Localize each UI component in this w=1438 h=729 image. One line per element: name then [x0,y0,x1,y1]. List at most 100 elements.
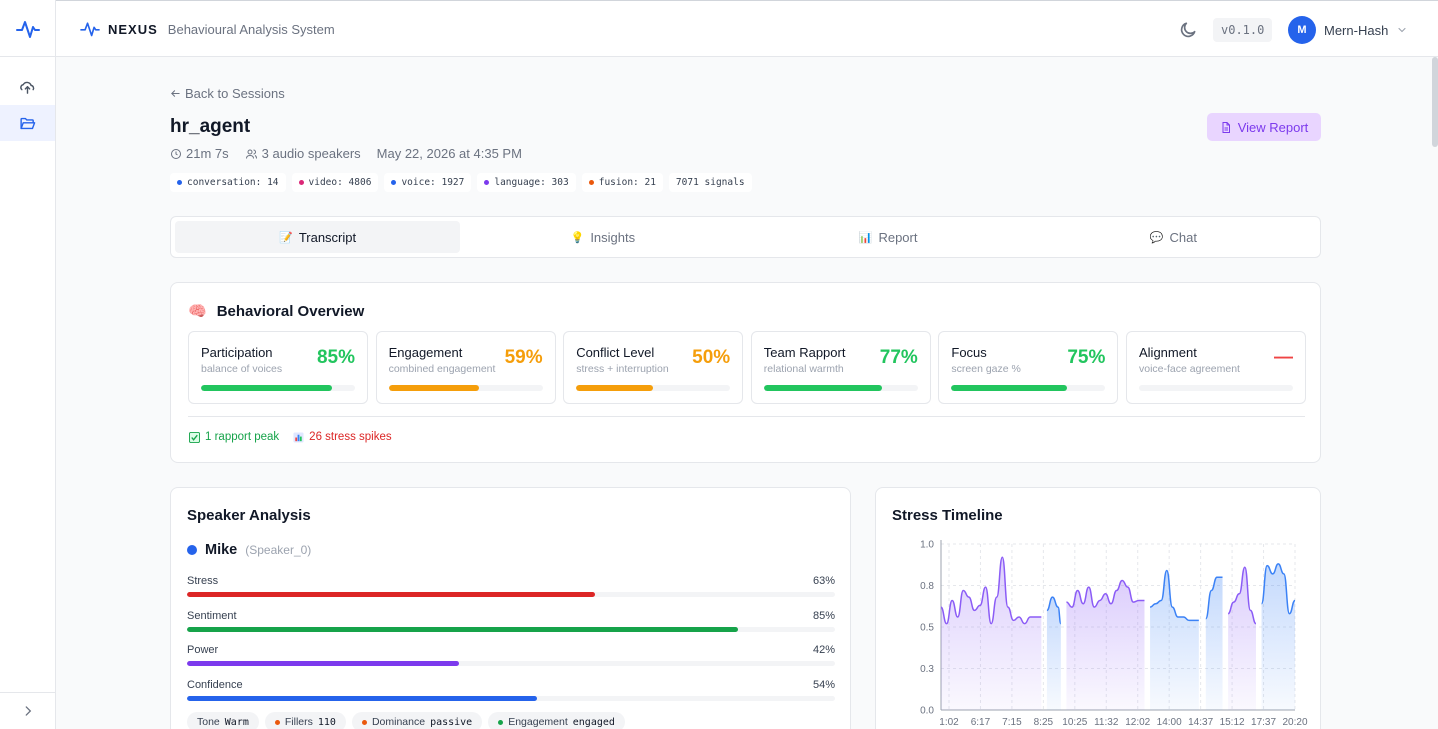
metric-value: — [1274,347,1293,368]
signal-chip: fusion: 21 [581,173,663,192]
speaker-analysis-title: Speaker Analysis [187,507,311,524]
activity-logo-icon[interactable] [16,18,40,40]
speech-bubble-icon: 💬 [1149,231,1164,244]
x-tick-label: 11:32 [1094,717,1119,728]
tag-value: passive [430,716,473,728]
chevron-right-icon [25,706,32,716]
tag-key: Engagement [508,716,568,728]
tag-key: Tone [197,716,220,728]
tag-value: Warm [224,716,249,728]
stress-area [1046,597,1061,710]
signal-chip: video: 4806 [291,173,379,192]
metric-focus: Focus screen gaze % 75% [938,331,1119,404]
bar-fill [187,661,460,666]
signal-dot [391,180,397,185]
metric-value: 85% [316,347,355,368]
signal-chip-label: fusion: 21 [598,177,656,188]
duration-text: 21m 7s [186,146,229,161]
rapport-peak-text: 1 rapport peak [205,431,280,443]
brand[interactable]: NEXUS Behavioural Analysis System [80,20,335,38]
tag-dot [274,719,280,725]
tag-tone: Tone Warm [187,712,259,729]
signal-dot [177,180,182,185]
moon-icon[interactable] [1178,20,1198,40]
overview-footer: 1 rapport peak 26 stress spikes [189,431,392,443]
stress-area [1205,577,1223,710]
bar-value: 63% [812,575,835,587]
signal-chips: conversation: 14 video: 4806 voice: 1927 la… [170,173,752,192]
signal-chip: language: 303 [477,173,576,192]
y-tick-label: 0.3 [920,664,934,675]
tab-insights[interactable]: 💡 Insights [460,221,745,253]
page-title: hr_agent [170,116,251,137]
metric-name: Participation [201,345,273,360]
top-header: NEXUS Behavioural Analysis System v0.1.0… [56,0,1438,57]
bar-value: 85% [812,609,835,622]
avatar: M [1288,16,1316,44]
metric-fill [388,385,480,391]
arrow-left-icon [171,90,180,97]
speaker-count: 3 audio speakers [245,146,361,161]
tab-label: Insights [590,229,636,245]
metric-track [576,385,731,391]
version-badge: v0.1.0 [1213,18,1273,42]
rail-divider [0,56,56,57]
back-label: Back to Sessions [185,86,285,101]
metric-team-rapport: Team Rapport relational warmth 77% [750,331,931,404]
user-name: Mern-Hash [1324,22,1389,38]
metric-fill [201,385,332,391]
upload-nav-button[interactable] [0,69,55,105]
check-box-icon [189,431,200,443]
stress-timeline-title: Stress Timeline [892,507,1003,524]
tab-report[interactable]: 📊 Report [746,221,1031,253]
tab-label: Report [878,229,918,245]
metric-value: 77% [879,347,918,368]
speaker-name: Mike [205,542,238,558]
metric-sub: screen gaze % [951,363,1021,375]
speaker-analysis-card: Speaker Analysis Mike (Speaker_0) Stress… [170,487,851,729]
x-tick-label: 12:02 [1125,717,1150,728]
tab-chat[interactable]: 💬 Chat [1031,221,1316,253]
bar-chart-icon: 📊 [858,231,873,244]
signal-chip-label: language: 303 [494,177,569,188]
tag-engagement: Engagement engaged [488,712,625,729]
back-to-sessions-link[interactable]: Back to Sessions [170,86,285,101]
sessions-nav-button[interactable] [0,105,55,141]
metric-conflict-level: Conflict Level stress + interruption 50% [563,331,744,404]
stress-line [940,556,1042,625]
metric-track [951,385,1106,391]
tag-fillers: Fillers 110 [264,712,346,729]
metric-value: 50% [692,347,731,368]
signal-chip-label: 7071 signals [675,177,745,188]
document-icon [1222,121,1230,133]
tab-label: Chat [1169,229,1197,245]
x-tick-label: 7:15 [1002,717,1022,728]
lightbulb-icon: 💡 [570,231,585,244]
speaker-id: (Speaker_0) [245,543,312,557]
memo-icon: 📝 [279,231,293,244]
bar-fill [187,592,596,597]
metric-sub: relational warmth [763,363,844,375]
user-menu[interactable]: M Mern-Hash [1288,16,1408,44]
signal-chip: 7071 signals [668,173,752,192]
rapport-peak: 1 rapport peak [189,431,279,443]
stress-timeline-card: Stress Timeline 0.0 0.3 0.5 0.8 1.0 1:02 6:17 7… [875,487,1321,729]
bar-track [187,626,835,632]
metric-name: Alignment [1139,345,1197,360]
stress-area [1066,580,1145,710]
x-tick-label: 14:00 [1157,717,1182,728]
stress-area [941,557,1042,710]
metric-track [201,385,355,391]
speaker-count-text: 3 audio speakers [261,146,361,161]
stress-line [1066,579,1145,608]
bar-label: Sentiment [187,609,237,622]
scrollbar-thumb[interactable] [1432,57,1438,147]
x-tick-label: 8:25 [1034,717,1054,728]
metric-engagement: Engagement combined engagement 59% [375,331,556,404]
view-report-button[interactable]: View Report [1207,113,1321,141]
tab-transcript[interactable]: 📝 Transcript [175,221,461,253]
metric-alignment: Alignment voice-face agreement — [1126,331,1306,404]
bar-fill [187,695,537,701]
y-tick-label: 0.0 [920,706,934,717]
expand-sidebar-button[interactable] [0,692,56,729]
